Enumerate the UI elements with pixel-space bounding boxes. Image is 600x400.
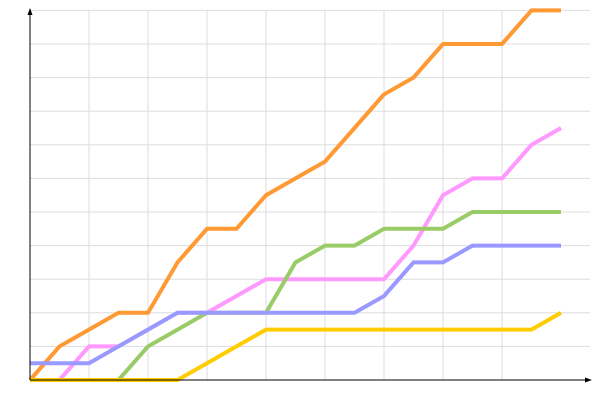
series-line-1	[28, 8, 561, 382]
grid	[30, 9, 590, 380]
series-line-3	[30, 210, 561, 382]
y-axis-arrow-icon	[27, 8, 33, 15]
axes	[27, 8, 592, 383]
series-group	[28, 8, 562, 382]
x-axis-arrow-icon	[585, 377, 592, 383]
series-line-2	[30, 126, 562, 382]
series-line-4	[30, 243, 561, 366]
